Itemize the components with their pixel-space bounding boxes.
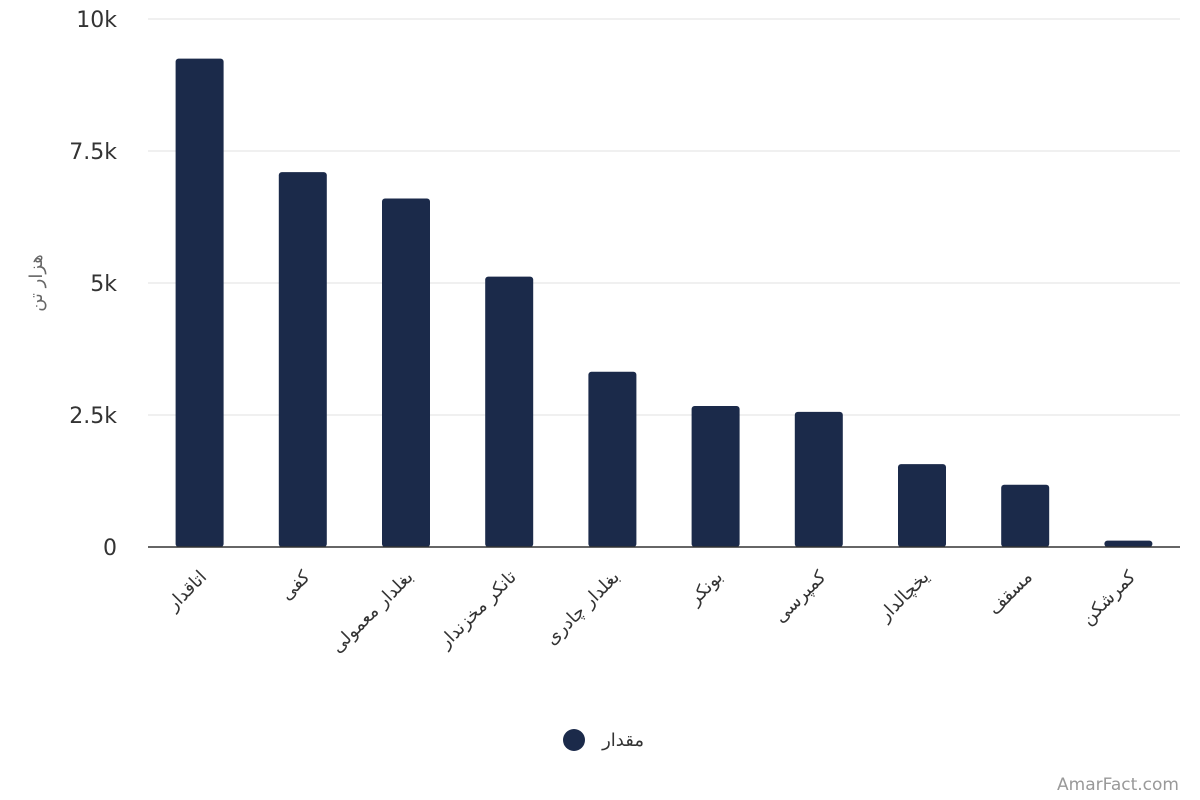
x-tick-label: کمرشکن xyxy=(1077,566,1140,629)
legend[interactable]: مقدار xyxy=(563,729,644,751)
y-tick-label: 7.5k xyxy=(69,140,117,165)
x-tick-label: بغلدار معمولی xyxy=(327,567,418,658)
bar[interactable] xyxy=(485,276,534,547)
x-tick-label: کمپرسی xyxy=(770,566,831,627)
bar[interactable] xyxy=(1104,540,1153,547)
bar[interactable] xyxy=(278,172,327,547)
bar[interactable] xyxy=(1001,484,1050,547)
bar[interactable] xyxy=(898,464,946,547)
bar[interactable] xyxy=(588,371,637,547)
bar[interactable] xyxy=(382,198,430,547)
y-axis-ticks: 0 2.5k 5k 7.5k 10k xyxy=(69,8,117,561)
x-tick-label: اتاقدار xyxy=(162,567,211,616)
legend-label: مقدار xyxy=(601,730,644,751)
x-axis-labels: اتاقدار کفی بغلدار معمولی تانکر مخزندار بغلد… xyxy=(162,566,1140,657)
legend-marker xyxy=(563,729,585,751)
x-tick-label: تانکر مخزندار xyxy=(434,567,521,654)
x-tick-label: مسقف xyxy=(984,567,1037,620)
y-tick-label: 10k xyxy=(76,8,117,33)
y-tick-label: 2.5k xyxy=(69,404,117,429)
x-tick-label: یخچالدار xyxy=(874,567,934,627)
credit-text: AmarFact.com xyxy=(1057,775,1179,795)
bar[interactable] xyxy=(175,58,224,547)
bars xyxy=(175,58,1153,547)
y-tick-label: 0 xyxy=(103,536,117,561)
x-tick-label: بغلدار چادری xyxy=(541,567,624,650)
y-tick-label: 5k xyxy=(90,272,117,297)
x-tick-label: بونکر xyxy=(684,567,727,610)
x-tick-label: کفی xyxy=(276,566,314,604)
bar[interactable] xyxy=(691,406,740,547)
y-axis-title: هزار تن xyxy=(26,254,47,312)
bar[interactable] xyxy=(794,411,843,547)
